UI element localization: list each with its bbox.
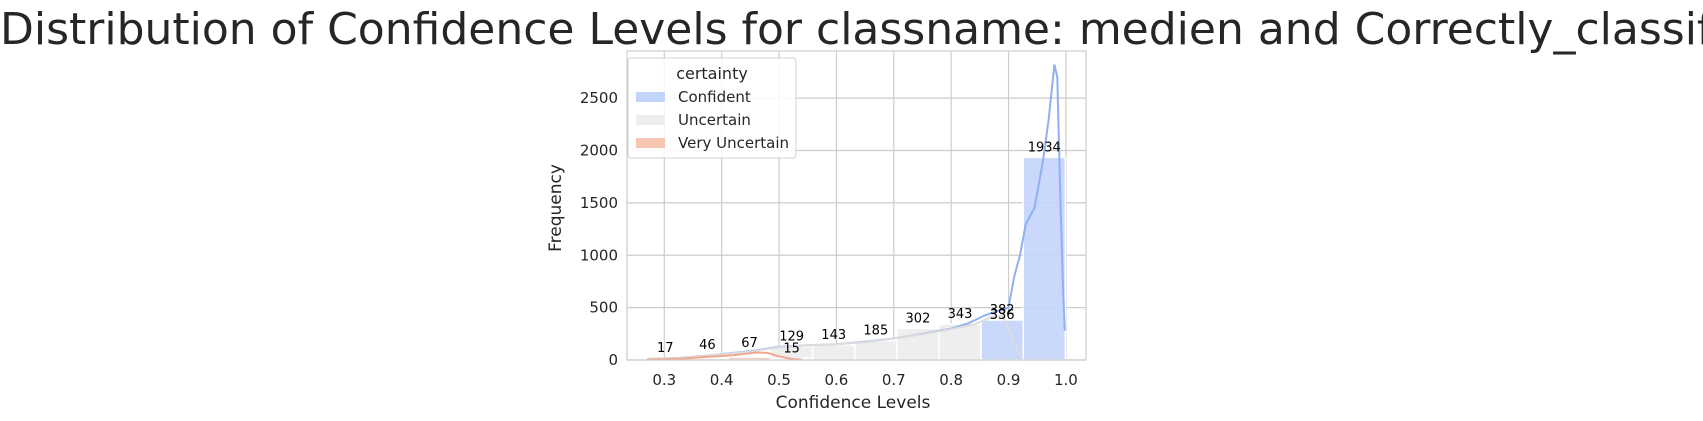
bar-value-label: 15 [783,341,800,356]
kde-lines [647,64,1066,361]
x-tick-label: 0.7 [882,371,906,389]
legend-swatch-confident [636,92,665,102]
legend-title: certainty [676,64,748,83]
legend-label-confident: Confident [678,88,751,106]
bar-value-label: 143 [821,328,846,343]
kde-line-very-uncertain [647,351,803,361]
y-tick-label: 0 [608,351,618,369]
y-axis: 0 500 1000 1500 2000 2500 [580,89,618,369]
bar-value-label: 343 [948,307,973,322]
legend-box [627,57,797,159]
bar-value-label: 17 [657,341,674,356]
legend-label-very-uncertain: Very Uncertain [678,134,789,152]
bar-value-label: 302 [906,311,931,326]
y-tick-label: 2500 [580,89,618,107]
legend: certainty Confident Uncertain Very Uncer… [627,57,797,159]
bar-uncertain [854,339,898,361]
chart-title: Distribution of Confidence Levels for cl… [0,4,1703,55]
x-tick-label: 0.5 [767,371,791,389]
bar-value-label: 129 [779,329,804,344]
bar-value-label: 67 [741,336,758,351]
y-tick-label: 1000 [580,246,618,264]
bar-uncertain [811,344,856,361]
x-tick-label: 0.4 [710,371,734,389]
bar-confident [1022,156,1067,361]
y-tick-label: 500 [589,299,618,317]
bar-confident [980,319,1024,361]
x-tick-label: 0.9 [997,371,1021,389]
x-tick-label: 1.0 [1054,371,1078,389]
y-tick-label: 1500 [580,194,618,212]
x-tick-label: 0.6 [824,371,848,389]
y-tick-label: 2000 [580,142,618,160]
bar-value-label: 185 [863,324,888,339]
bar-value-label: 1934 [1028,140,1061,155]
legend-swatch-uncertain [636,115,665,125]
x-axis-title: Confidence Levels [776,393,931,413]
x-tick-label: 0.8 [939,371,963,389]
x-axis: 0.3 0.4 0.5 0.6 0.7 0.8 0.9 1.0 [652,371,1077,389]
y-axis-title: Frequency [546,164,566,252]
bar-value-label: 46 [699,338,716,353]
bar-value-label: 382 [990,303,1015,318]
bar-uncertain [896,327,940,361]
plot-frame [626,50,1087,361]
bar-value-label: 336 [990,308,1015,323]
x-tick-label: 0.3 [652,371,676,389]
legend-swatch-very-uncertain [636,138,665,148]
legend-label-uncertain: Uncertain [678,111,751,129]
kde-line-uncertain [647,314,1021,360]
